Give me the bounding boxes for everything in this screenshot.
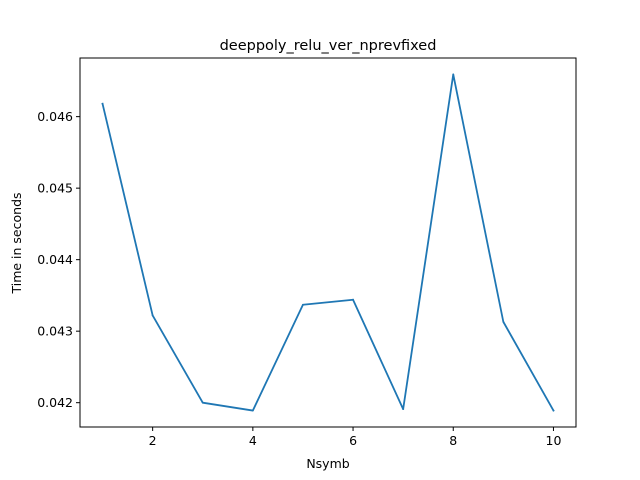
data-point — [302, 303, 304, 306]
x-tick-label: 8 — [449, 433, 457, 448]
y-axis-label: Time in seconds — [9, 192, 24, 294]
data-point — [552, 409, 555, 412]
x-axis: 2 4 6 8 10 — [149, 427, 562, 448]
y-tick-label: 0.043 — [37, 324, 73, 339]
data-point — [151, 314, 154, 317]
x-tick-label: 2 — [149, 433, 157, 448]
x-tick-label: 4 — [249, 433, 257, 448]
data-point — [201, 401, 204, 404]
data-point — [502, 320, 505, 323]
data-point — [402, 408, 405, 411]
chart-title: deeppoly_relu_ver_nprevfixed — [220, 38, 437, 54]
y-axis: 0.042 0.043 0.044 0.045 0.046 — [37, 109, 80, 410]
x-tick-label: 10 — [546, 433, 562, 448]
data-point — [101, 102, 104, 105]
y-tick-label: 0.042 — [37, 395, 73, 410]
data-point — [352, 298, 354, 301]
axes-frame — [79, 57, 577, 428]
series-line — [101, 73, 555, 412]
data-point — [251, 409, 254, 412]
y-tick-label: 0.046 — [37, 109, 73, 124]
x-axis-label: Nsymb — [306, 456, 349, 471]
y-tick-label: 0.045 — [37, 181, 73, 196]
data-point — [452, 73, 455, 76]
y-tick-label: 0.044 — [37, 252, 73, 267]
x-tick-label: 6 — [349, 433, 357, 448]
plot-area — [79, 57, 577, 428]
